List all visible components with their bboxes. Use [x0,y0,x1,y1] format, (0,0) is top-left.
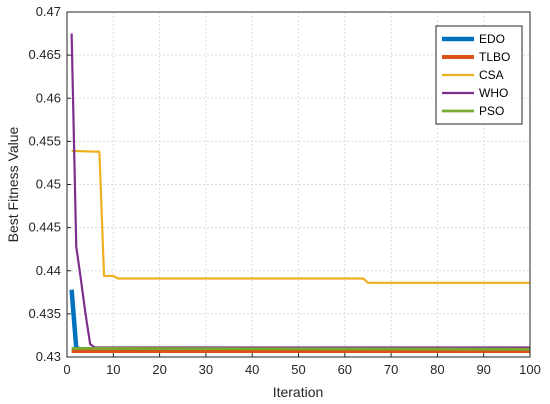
x-tick-label: 100 [519,362,541,377]
y-axis-ticks: 0.43 0.435 0.44 0.445 0.45 0.455 0.46 0.465 0.47 [28,4,71,364]
x-tick-label: 20 [152,362,166,377]
x-tick-label: 90 [476,362,490,377]
legend-label-edo: EDO [479,32,505,46]
y-tick-label: 0.465 [28,47,61,62]
x-tick-label: 50 [291,362,305,377]
y-tick-label: 0.46 [36,90,61,105]
legend: EDO TLBO CSA WHO PSO [435,25,523,125]
y-tick-label: 0.435 [28,306,61,321]
legend-label-pso: PSO [479,104,504,118]
y-tick-label: 0.455 [28,133,61,148]
x-axis-label: Iteration [273,384,324,400]
x-axis-ticks: 0 10 20 30 40 50 60 70 80 90 100 [63,353,541,377]
y-tick-label: 0.445 [28,220,61,235]
x-tick-label: 30 [199,362,213,377]
series-layer [69,33,531,353]
x-tick-label: 10 [106,362,120,377]
legend-label-who: WHO [479,86,508,100]
legend-label-tlbo: TLBO [479,50,510,64]
y-axis-label: Best Fitness Value [5,126,21,242]
x-tick-label: 70 [384,362,398,377]
x-tick-label: 40 [245,362,259,377]
series-line-pso [71,346,531,351]
x-tick-label: 60 [338,362,352,377]
series-line-edo [69,289,530,352]
legend-label-csa: CSA [479,68,504,82]
y-tick-label: 0.45 [36,177,61,192]
y-tick-label: 0.43 [36,349,61,364]
plot-area-border [66,11,531,358]
x-tick-label: 0 [63,362,70,377]
x-tick-label: 80 [430,362,444,377]
series-line-csa [71,149,530,284]
y-tick-label: 0.44 [36,263,61,278]
y-tick-label: 0.47 [36,4,61,19]
